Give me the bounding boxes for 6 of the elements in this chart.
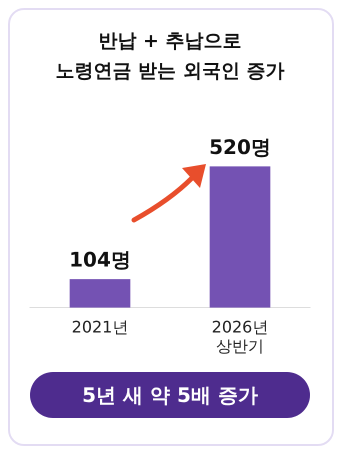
x-tick-label: 2021년: [72, 317, 128, 336]
chart-title: 반납 + 추납으로 노령연금 받는 외국인 증가: [54, 29, 286, 84]
data-label: 104명: [69, 248, 131, 272]
data-label: 520명: [209, 134, 271, 159]
x-tick-label: 2026년 상반기: [212, 317, 268, 356]
text: 5년 새 약 5배 증가: [30, 372, 310, 418]
